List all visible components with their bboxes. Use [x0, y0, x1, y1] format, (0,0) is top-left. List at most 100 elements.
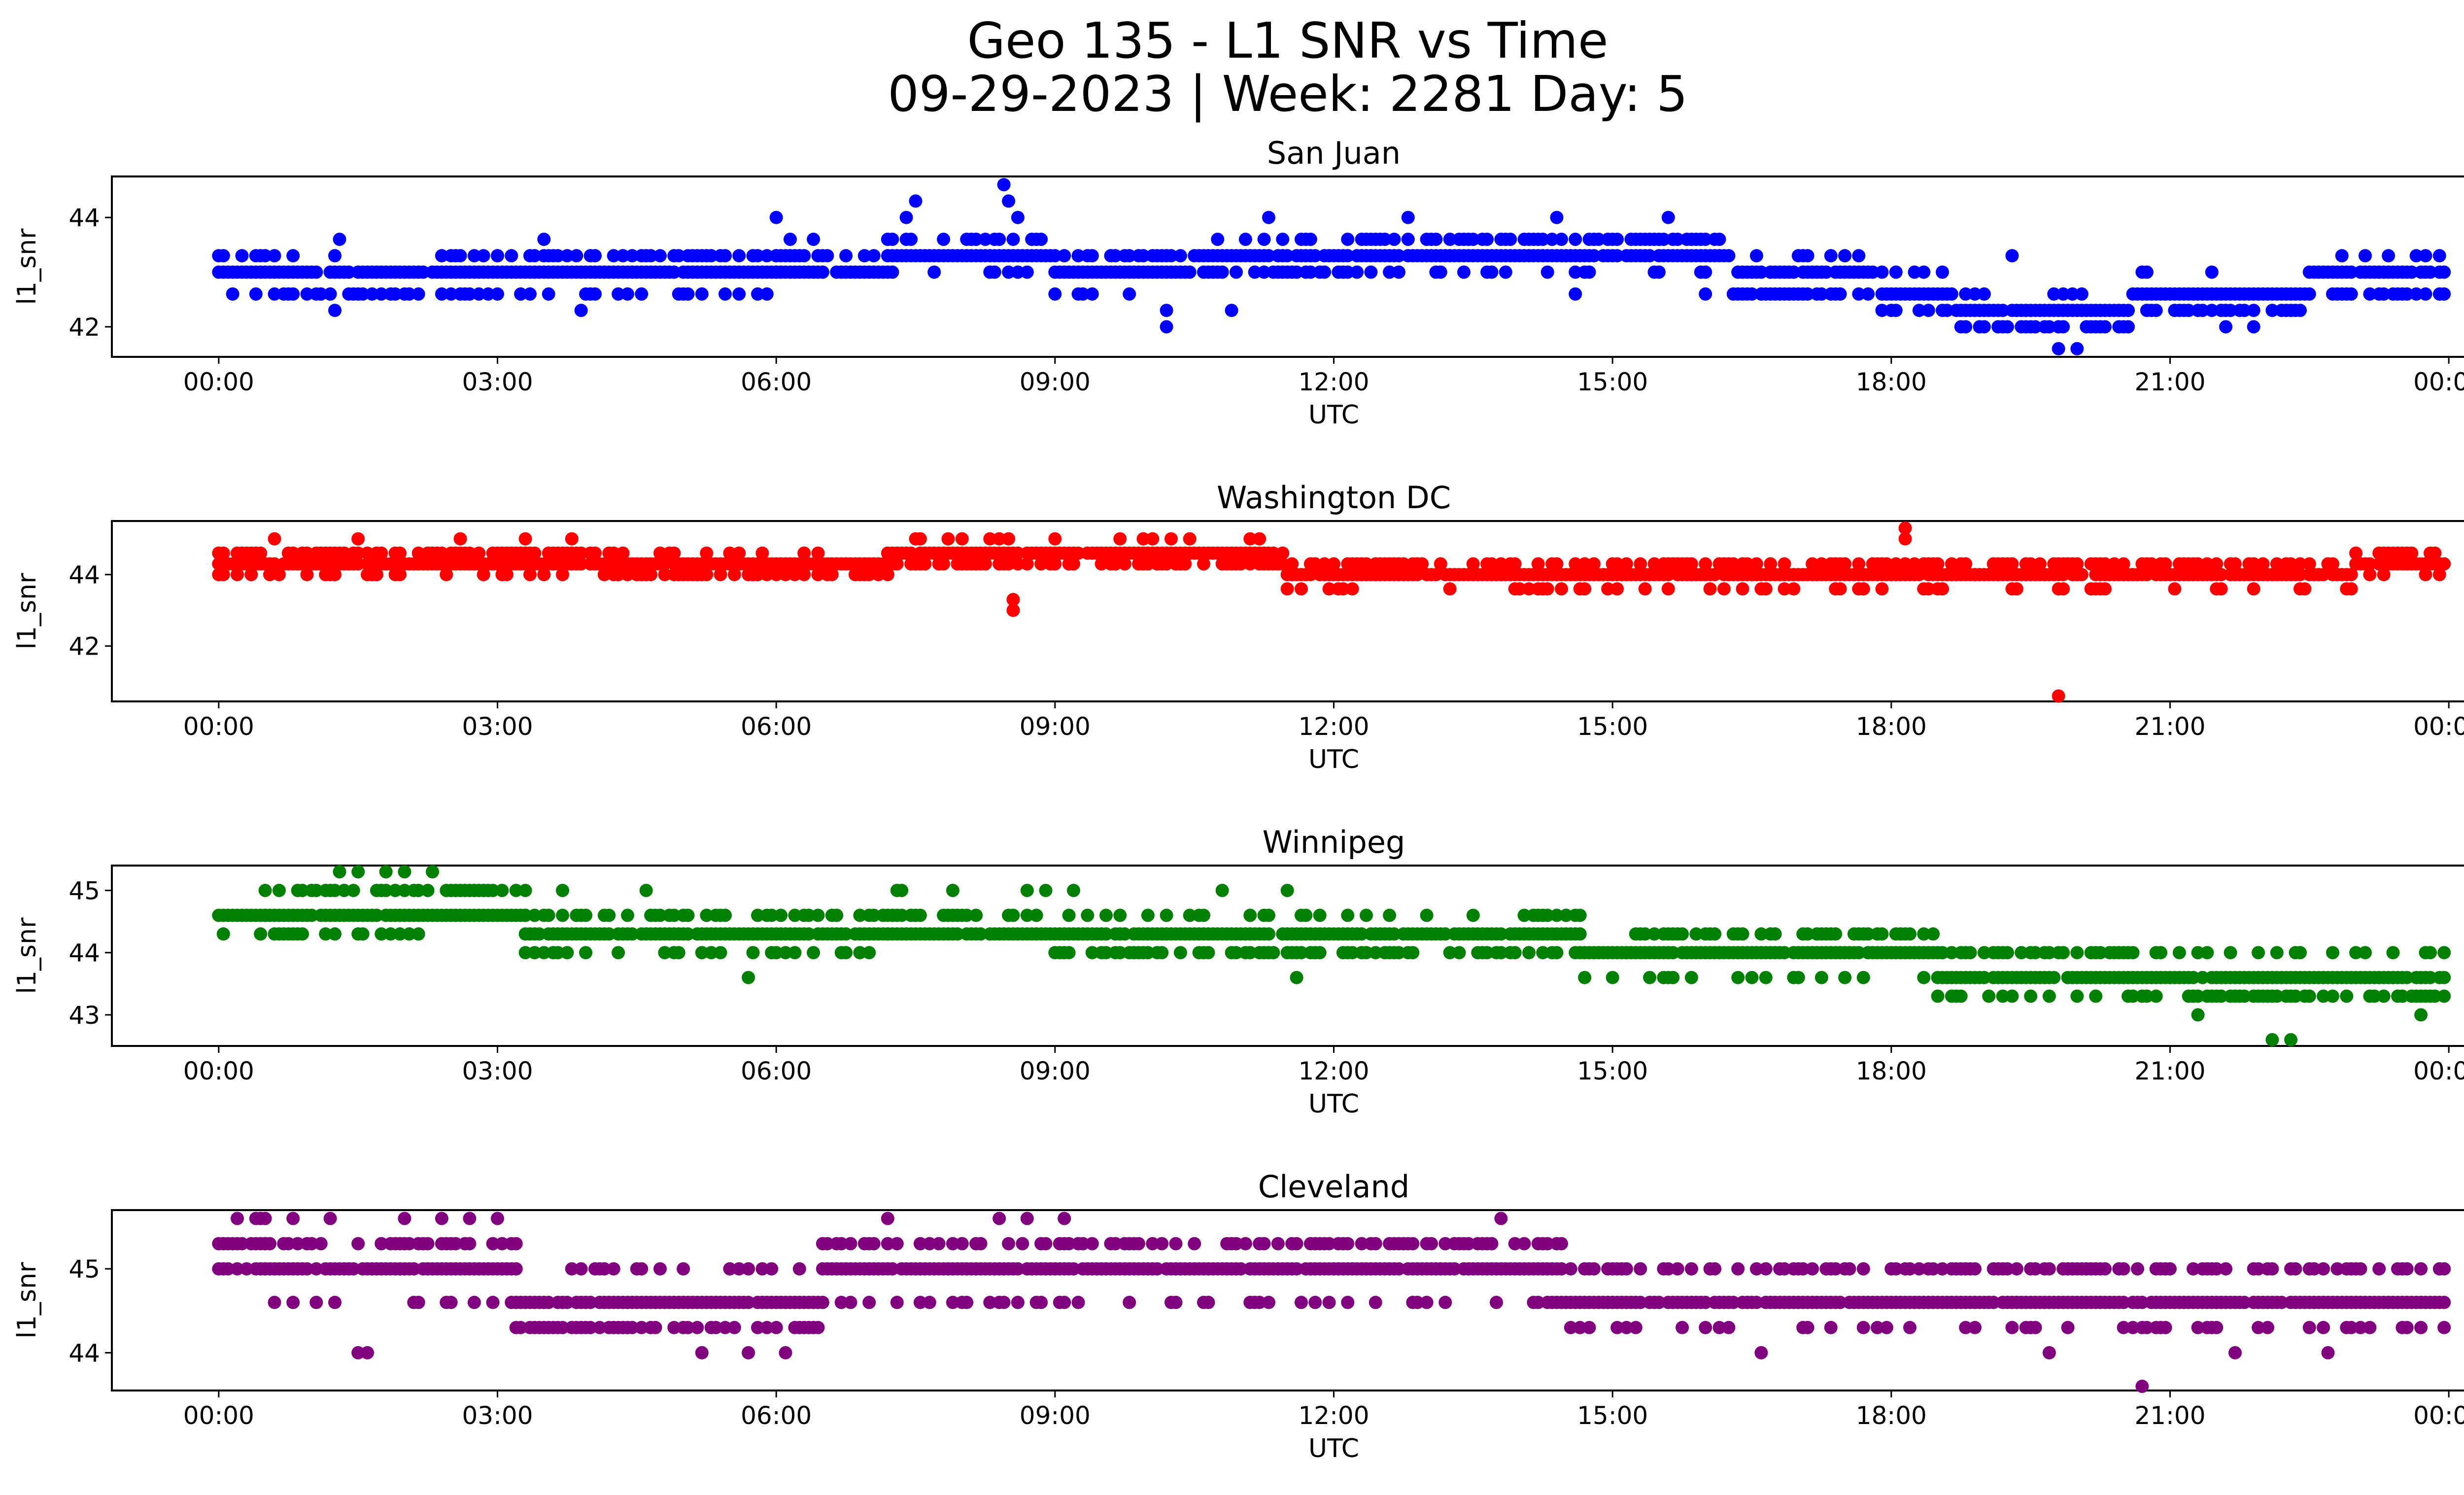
- data-point-san-juan: [1048, 249, 1062, 263]
- data-point-san-juan: [286, 249, 300, 263]
- data-point-washington-dc: [2052, 689, 2065, 703]
- data-point-winnipeg: [2400, 971, 2414, 984]
- data-point-san-juan: [2432, 249, 2446, 263]
- data-point-washington-dc: [1619, 557, 1633, 571]
- data-point-san-juan: [2098, 320, 2112, 334]
- data-point-san-juan: [857, 249, 871, 263]
- data-point-cleveland: [727, 1321, 741, 1334]
- data-point-cleveland: [1085, 1237, 1099, 1251]
- data-point-washington-dc: [2075, 568, 2088, 582]
- data-point-winnipeg: [1099, 927, 1113, 941]
- data-point-winnipeg: [2126, 946, 2140, 960]
- data-point-winnipeg: [1536, 946, 1550, 960]
- data-point-cleveland: [305, 1237, 318, 1251]
- data-point-winnipeg: [2214, 989, 2228, 1003]
- data-point-winnipeg: [1160, 908, 1173, 922]
- x-tick-label-winnipeg: 09:00: [1020, 1057, 1091, 1085]
- data-point-cleveland: [709, 1321, 723, 1334]
- data-point-winnipeg: [974, 927, 988, 941]
- data-point-cleveland: [2135, 1380, 2149, 1393]
- data-point-san-juan: [2122, 304, 2135, 317]
- data-point-winnipeg: [639, 884, 653, 897]
- data-point-san-juan: [560, 249, 574, 263]
- data-point-cleveland: [1968, 1262, 1982, 1276]
- data-point-washington-dc: [723, 546, 737, 560]
- data-point-winnipeg: [1759, 971, 1773, 984]
- data-point-cleveland: [1778, 1262, 1791, 1276]
- data-point-san-juan: [1652, 265, 1666, 279]
- data-point-winnipeg: [1387, 927, 1401, 941]
- data-point-cleveland: [286, 1212, 300, 1225]
- data-point-san-juan: [695, 287, 709, 301]
- data-point-winnipeg: [328, 927, 342, 941]
- data-point-cleveland: [2400, 1321, 2414, 1334]
- data-point-washington-dc: [2070, 557, 2084, 571]
- x-tick-label-cleveland: 03:00: [462, 1401, 533, 1430]
- data-point-san-juan: [588, 249, 602, 263]
- data-point-winnipeg: [602, 908, 616, 922]
- data-point-san-juan: [769, 210, 783, 224]
- data-point-san-juan: [704, 249, 718, 263]
- data-point-san-juan: [328, 304, 342, 317]
- data-point-cleveland: [1936, 1262, 1949, 1276]
- data-point-cleveland: [2228, 1346, 2242, 1359]
- data-point-cleveland: [2414, 1262, 2428, 1276]
- data-point-washington-dc: [1856, 582, 1870, 596]
- data-point-washington-dc: [1002, 557, 1016, 571]
- data-point-cleveland: [649, 1321, 662, 1334]
- x-tick-label-washington-dc: 09:00: [1020, 712, 1091, 741]
- data-point-washington-dc: [2293, 568, 2307, 582]
- data-point-washington-dc: [351, 557, 365, 571]
- data-point-san-juan: [1912, 304, 1926, 317]
- data-point-cleveland: [435, 1212, 448, 1225]
- x-tick-label-winnipeg: 06:00: [741, 1057, 812, 1085]
- data-point-cleveland: [2317, 1321, 2330, 1334]
- data-point-cleveland: [834, 1295, 848, 1309]
- data-point-washington-dc: [393, 546, 407, 560]
- x-tick-label-cleveland: 15:00: [1577, 1401, 1648, 1430]
- data-point-san-juan: [1230, 265, 1243, 279]
- data-point-winnipeg: [1977, 971, 1991, 984]
- data-point-san-juan: [1123, 249, 1136, 263]
- data-point-washington-dc: [1764, 557, 1778, 571]
- data-point-washington-dc: [644, 568, 658, 582]
- data-point-washington-dc: [788, 568, 802, 582]
- data-point-winnipeg: [1081, 908, 1095, 922]
- data-point-san-juan: [1429, 233, 1443, 246]
- data-point-winnipeg: [1113, 946, 1127, 960]
- x-axis-label-washington-dc: UTC: [1308, 745, 1359, 774]
- data-point-cleveland: [1016, 1237, 1029, 1251]
- data-point-cleveland: [556, 1321, 569, 1334]
- data-point-san-juan: [1754, 265, 1768, 279]
- data-point-san-juan: [1643, 249, 1657, 263]
- x-tick-label-washington-dc: 00:00: [2413, 712, 2464, 741]
- data-point-san-juan: [992, 233, 1006, 246]
- data-point-san-juan: [988, 265, 1001, 279]
- data-point-cleveland: [1629, 1321, 1643, 1334]
- data-point-cleveland: [1555, 1237, 1568, 1251]
- data-point-winnipeg: [1977, 946, 1991, 960]
- data-point-san-juan: [904, 233, 918, 246]
- data-point-san-juan: [1814, 287, 1828, 301]
- x-tick-label-cleveland: 06:00: [741, 1401, 812, 1430]
- data-point-san-juan: [2419, 249, 2432, 263]
- data-point-winnipeg: [1067, 884, 1080, 897]
- data-point-washington-dc: [2214, 582, 2228, 596]
- data-point-san-juan: [1968, 287, 1982, 301]
- data-point-winnipeg: [2126, 989, 2140, 1003]
- data-point-winnipeg: [1508, 946, 1522, 960]
- data-point-washington-dc: [472, 546, 486, 560]
- data-point-san-juan: [2363, 287, 2377, 301]
- data-point-cleveland: [1201, 1295, 1215, 1309]
- data-point-washington-dc: [2284, 557, 2298, 571]
- data-point-san-juan: [1852, 287, 1866, 301]
- data-point-cleveland: [314, 1237, 328, 1251]
- data-point-cleveland: [565, 1262, 579, 1276]
- data-point-washington-dc: [1345, 582, 1359, 596]
- data-point-winnipeg: [1173, 946, 1187, 960]
- data-point-cleveland: [1067, 1262, 1080, 1276]
- data-point-washington-dc: [1684, 557, 1698, 571]
- data-point-cleveland: [1425, 1237, 1438, 1251]
- data-point-washington-dc: [1898, 557, 1912, 571]
- data-point-cleveland: [1322, 1237, 1336, 1251]
